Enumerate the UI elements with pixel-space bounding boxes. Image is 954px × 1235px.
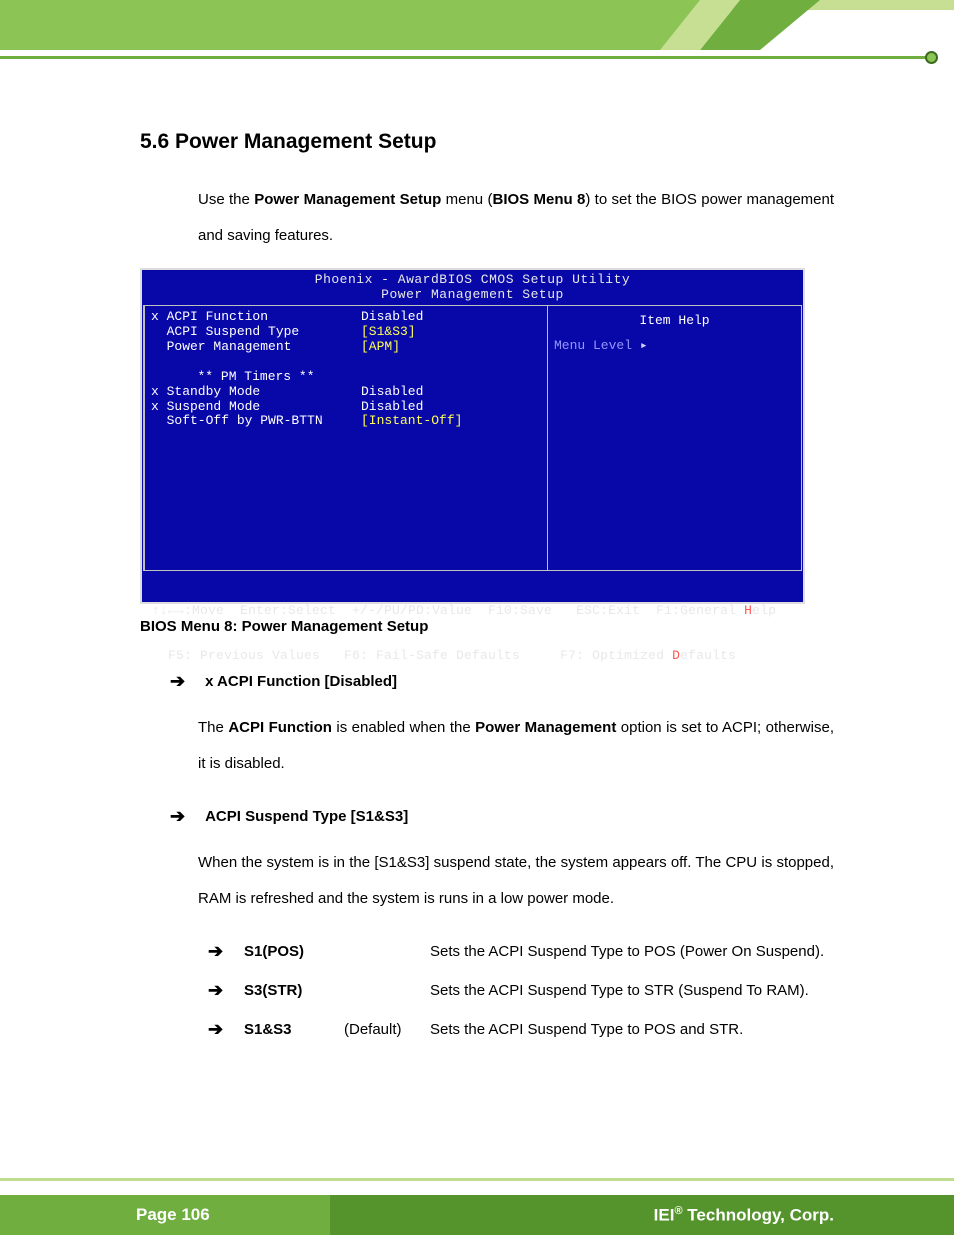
option-row-s1s3: ➔ S1&S3 (Default) Sets the ACPI Suspend …	[208, 1019, 834, 1040]
chevron-right-icon: ▸	[640, 338, 648, 353]
intro-text: menu (	[441, 191, 492, 208]
setting-item-acpi-suspend: ➔ ACPI Suspend Type [S1&S3]	[170, 806, 834, 827]
bios-footer-line2: F5: Previous Values F6: Fail-Safe Defaul…	[152, 649, 793, 664]
bios-title-line2: Power Management Setup	[142, 288, 803, 303]
bios-value: [APM]	[361, 340, 400, 355]
option-desc: Sets the ACPI Suspend Type to POS (Power…	[430, 943, 824, 960]
option-name: S1(POS)	[244, 943, 344, 960]
bios-footer: ↑↓←→:Move Enter:Select +/-/PU/PD:Value F…	[142, 571, 803, 698]
bios-blank	[151, 355, 541, 370]
option-name: S1&S3	[244, 1021, 344, 1038]
arrow-right-icon: ➔	[170, 806, 185, 827]
bios-value: Disabled	[361, 310, 423, 325]
bios-value: Disabled	[361, 400, 423, 415]
setting-description: When the system is in the [S1&S3] suspen…	[198, 845, 834, 917]
bios-value: Disabled	[361, 385, 423, 400]
bios-help-title: Item Help	[554, 314, 795, 329]
bios-body: x ACPI FunctionDisabled ACPI Suspend Typ…	[142, 305, 803, 571]
bios-left-panel: x ACPI FunctionDisabled ACPI Suspend Typ…	[143, 305, 548, 571]
section-title: 5.6 Power Management Setup	[140, 130, 834, 154]
company-name: IEI® Technology, Corp.	[654, 1205, 834, 1226]
bios-label: ACPI Suspend Type	[151, 325, 361, 340]
bios-title-line1: Phoenix - AwardBIOS CMOS Setup Utility	[142, 273, 803, 288]
bios-menu-level: Menu Level ▸	[554, 339, 795, 354]
option-row-s3str: ➔ S3(STR) Sets the ACPI Suspend Type to …	[208, 980, 834, 1001]
bios-row: Power Management[APM]	[151, 340, 541, 355]
header-decoration	[0, 0, 954, 50]
arrow-right-icon: ➔	[208, 980, 244, 1001]
intro-text: Use the	[198, 191, 254, 208]
bios-label: Soft-Off by PWR-BTTN	[151, 414, 361, 429]
option-name: S3(STR)	[244, 982, 344, 999]
intro-paragraph: Use the Power Management Setup menu (BIO…	[198, 182, 834, 254]
intro-bold-1: Power Management Setup	[254, 191, 441, 208]
bios-label: x Standby Mode	[151, 385, 361, 400]
arrow-right-icon: ➔	[208, 941, 244, 962]
bios-value: [S1&S3]	[361, 325, 416, 340]
bios-row: ACPI Suspend Type[S1&S3]	[151, 325, 541, 340]
bios-row: x Standby ModeDisabled	[151, 385, 541, 400]
intro-bold-2: BIOS Menu 8	[492, 191, 585, 208]
setting-title: ACPI Suspend Type [S1&S3]	[205, 808, 408, 825]
bios-row: Soft-Off by PWR-BTTN[Instant-Off]	[151, 414, 541, 429]
bios-timers-header: ** PM Timers **	[151, 370, 541, 385]
arrow-right-icon: ➔	[208, 1019, 244, 1040]
page-content: 5.6 Power Management Setup Use the Power…	[140, 130, 834, 1058]
option-desc: Sets the ACPI Suspend Type to POS and ST…	[430, 1021, 743, 1038]
bios-right-panel: Item Help Menu Level ▸	[548, 305, 802, 571]
bios-screenshot: Phoenix - AwardBIOS CMOS Setup Utility P…	[140, 268, 805, 604]
bios-label: x Suspend Mode	[151, 400, 361, 415]
option-default: (Default)	[344, 1021, 430, 1038]
bios-label: Power Management	[151, 340, 361, 355]
option-desc: Sets the ACPI Suspend Type to STR (Suspe…	[430, 982, 809, 999]
footer-company: IEI® Technology, Corp.	[330, 1195, 954, 1235]
bios-label: x ACPI Function	[151, 310, 361, 325]
footer-rule	[0, 1178, 954, 1181]
header-rule	[0, 56, 932, 59]
bios-row: x ACPI FunctionDisabled	[151, 310, 541, 325]
bios-title: Phoenix - AwardBIOS CMOS Setup Utility P…	[142, 270, 803, 305]
bios-footer-line1: ↑↓←→:Move Enter:Select +/-/PU/PD:Value F…	[152, 604, 793, 619]
bios-value: [Instant-Off]	[361, 414, 462, 429]
footer-page-number: Page 106	[0, 1195, 330, 1235]
setting-description: The ACPI Function is enabled when the Po…	[198, 710, 834, 782]
option-row-s1pos: ➔ S1(POS) Sets the ACPI Suspend Type to …	[208, 941, 834, 962]
bios-row: x Suspend ModeDisabled	[151, 400, 541, 415]
header-dot-icon	[925, 51, 938, 64]
